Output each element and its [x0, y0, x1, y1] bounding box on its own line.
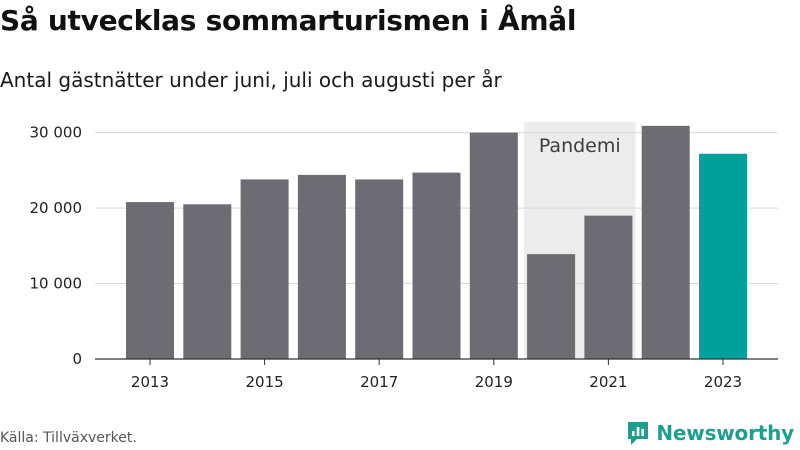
x-tick-label: 2023: [704, 373, 742, 391]
x-tick-label: 2019: [475, 373, 513, 391]
y-tick-label: 10 000: [30, 275, 83, 293]
bar: [469, 132, 518, 359]
x-tick-label: 2017: [360, 373, 398, 391]
y-tick-label: 30 000: [30, 124, 83, 142]
newsworthy-icon: [628, 422, 649, 445]
annotation-label: Pandemi: [539, 135, 621, 157]
source-note: Källa: Tillväxverket.: [0, 430, 137, 446]
bar: [641, 125, 690, 359]
bar: [412, 172, 461, 359]
x-tick-label: 2015: [246, 373, 284, 391]
bar: [126, 202, 174, 359]
bar: [699, 153, 747, 359]
bar: [240, 179, 289, 359]
y-tick-label: 0: [72, 350, 82, 368]
y-tick-label: 20 000: [30, 199, 83, 217]
chart-title: Så utvecklas sommarturismen i Åmål: [0, 4, 577, 37]
x-tick-label: 2013: [131, 373, 169, 391]
bar: [297, 174, 346, 359]
brand-logo: Newsworthy: [626, 420, 794, 446]
x-tick-label: 2021: [589, 373, 627, 391]
bar: [584, 215, 633, 359]
bar: [355, 179, 404, 359]
brand-name: Newsworthy: [656, 421, 794, 445]
bar: [527, 254, 576, 359]
chart-subtitle: Antal gästnätter under juni, juli och au…: [0, 68, 502, 92]
bar-chart: Pandemi 0 10 000 20 000 30 000 2013 2015 2017 20…: [30, 122, 778, 391]
bar: [183, 204, 232, 359]
